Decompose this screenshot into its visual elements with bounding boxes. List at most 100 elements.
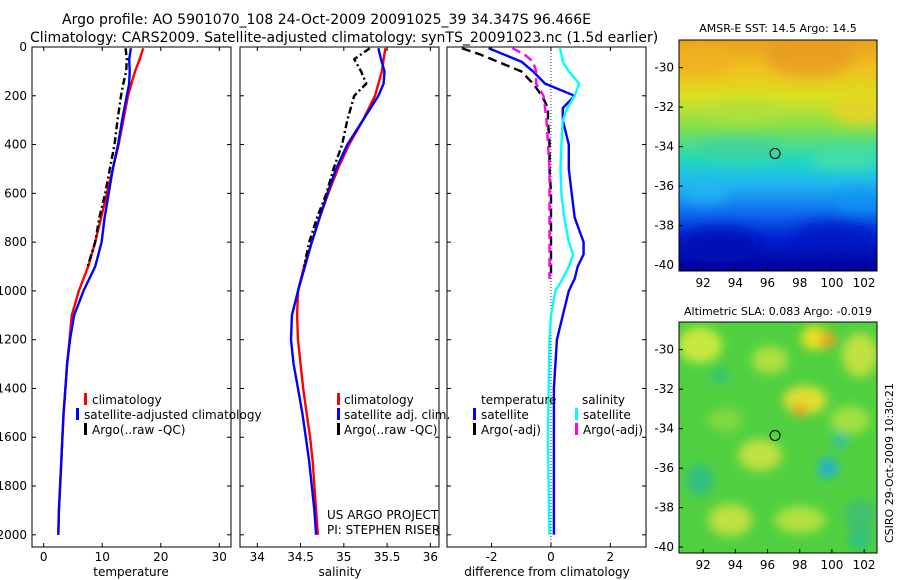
difference-legend: temperature salinity satellite Argo(-adj… bbox=[473, 393, 643, 437]
lat-tick-label: -30 bbox=[654, 343, 674, 357]
argo-location-marker bbox=[769, 429, 781, 441]
lon-tick-label: 98 bbox=[792, 558, 807, 572]
y-tick-label: 1600 bbox=[0, 430, 27, 444]
legend-swatch-sal-argo bbox=[575, 423, 578, 435]
legend-label-sal-argo: Argo(-adj) bbox=[583, 423, 643, 437]
x-tick-label: 2 bbox=[607, 550, 615, 564]
lat-tick-label: -36 bbox=[654, 179, 674, 193]
x-tick-label: 10 bbox=[95, 550, 110, 564]
lon-tick-label: 96 bbox=[760, 276, 775, 290]
legend-title-salinity: salinity bbox=[582, 393, 625, 407]
x-tick-label: 0 bbox=[40, 550, 48, 564]
difference-xlabel: difference from climatology bbox=[464, 565, 630, 579]
lat-tick-label: -38 bbox=[654, 219, 674, 233]
sst-map-panel: AMSR-E SST: 14.5 Argo: 14.5 92 94 96 98 100 1… bbox=[654, 22, 878, 290]
difference-y-ticks bbox=[447, 46, 646, 536]
sst-lon-axis: 92 94 96 98 100 102 bbox=[696, 267, 876, 290]
series-line-climatology bbox=[57, 47, 145, 535]
pi-credit: PI: STEPHEN RISER bbox=[327, 523, 440, 537]
lon-tick-label: 98 bbox=[792, 276, 807, 290]
lat-tick-label: -40 bbox=[654, 540, 674, 554]
lat-tick-label: -36 bbox=[654, 461, 674, 475]
temperature-x-axis: 0 10 20 30 bbox=[40, 47, 227, 564]
sla-lon-axis: 92 94 96 98 100 102 bbox=[696, 549, 876, 572]
x-tick-label: 30 bbox=[212, 550, 227, 564]
x-tick-label: 20 bbox=[153, 550, 168, 564]
series-line-satellite-adj-clim- bbox=[289, 47, 386, 535]
header-line-1: Argo profile: AO 5901070_108 24-Oct-2009… bbox=[62, 12, 591, 28]
salinity-legend: climatology satellite adj. clim. Argo(..… bbox=[337, 393, 450, 437]
lat-tick-label: -34 bbox=[654, 140, 674, 154]
salinity-x-axis: 34 34.5 35 35.5 36 bbox=[250, 47, 438, 564]
temperature-xlabel: temperature bbox=[93, 565, 168, 579]
series-line-salinity-argo-adj- bbox=[511, 47, 551, 279]
series-line-argo-raw-qc- bbox=[302, 47, 371, 267]
y-tick-label: 400 bbox=[4, 138, 27, 152]
lon-tick-label: 94 bbox=[728, 276, 743, 290]
header-line-2: Climatology: CARS2009. Satellite-adjuste… bbox=[30, 30, 658, 46]
difference-panel: -2 0 2 difference from climatology tempera… bbox=[446, 46, 647, 579]
csiro-timestamp: CSIRO 29-Oct-2009 10:30:21 bbox=[883, 383, 896, 543]
argo-location-marker bbox=[769, 147, 781, 159]
salinity-axes-box bbox=[239, 46, 440, 548]
lon-tick-label: 96 bbox=[760, 558, 775, 572]
x-tick-label: 0 bbox=[547, 550, 555, 564]
legend-label-climatology: climatology bbox=[92, 393, 162, 407]
series-line-temperature-satellite bbox=[488, 47, 585, 535]
salinity-y-ticks bbox=[240, 46, 439, 536]
x-tick-label: 36 bbox=[423, 550, 438, 564]
legend-label-sal-satellite: satellite bbox=[583, 408, 631, 422]
salinity-xlabel: salinity bbox=[318, 565, 361, 579]
series-line-temperature-argo-adj- bbox=[461, 47, 553, 279]
legend-swatch-satellite-adjusted bbox=[76, 408, 79, 420]
sla-map-panel: Altimetric SLA: 0.083 Argo: -0.019 bbox=[654, 305, 878, 572]
lon-tick-label: 94 bbox=[728, 558, 743, 572]
sst-lat-axis: -30 -32 -34 -36 -38 -40 bbox=[654, 61, 683, 272]
x-tick-label: -2 bbox=[486, 550, 498, 564]
lat-tick-label: -32 bbox=[654, 100, 674, 114]
sla-map-title: Altimetric SLA: 0.083 Argo: -0.019 bbox=[684, 305, 872, 318]
salinity-panel: 34 34.5 35 35.5 36 salinity climatology sate… bbox=[239, 46, 450, 579]
legend-title-temperature: temperature bbox=[481, 393, 556, 407]
lat-tick-label: -34 bbox=[654, 422, 674, 436]
x-tick-label: 34.5 bbox=[287, 550, 314, 564]
lat-tick-label: -38 bbox=[654, 501, 674, 515]
sla-field bbox=[679, 322, 877, 553]
difference-axes-box bbox=[446, 46, 647, 548]
y-tick-label: 800 bbox=[4, 235, 27, 249]
salinity-series bbox=[289, 47, 387, 535]
y-tick-label: 1800 bbox=[0, 479, 27, 493]
difference-series bbox=[461, 47, 585, 535]
lon-tick-label: 92 bbox=[696, 558, 711, 572]
legend-swatch-argo bbox=[84, 423, 87, 435]
y-tick-label: 1400 bbox=[0, 381, 27, 395]
sst-field bbox=[679, 40, 877, 271]
x-tick-label: 35.5 bbox=[374, 550, 401, 564]
y-tick-label: 1000 bbox=[0, 284, 27, 298]
temperature-legend: climatology satellite-adjusted climatolo… bbox=[76, 393, 262, 437]
project-credit: US ARGO PROJECT bbox=[327, 508, 439, 522]
y-tick-label: 200 bbox=[4, 89, 27, 103]
legend-swatch-sal-satellite bbox=[575, 408, 578, 420]
lat-tick-label: -32 bbox=[654, 382, 674, 396]
legend-label-argo: Argo(..raw -QC) bbox=[92, 423, 185, 437]
lon-tick-label: 92 bbox=[696, 276, 711, 290]
legend-swatch-climatology bbox=[84, 393, 87, 405]
legend-label-temp-argo: Argo(-adj) bbox=[481, 423, 541, 437]
lat-tick-label: -40 bbox=[654, 258, 674, 272]
legend-swatch-argo bbox=[337, 423, 340, 435]
legend-swatch-satellite-adj bbox=[337, 408, 340, 420]
temperature-series bbox=[57, 47, 145, 535]
lat-tick-label: -30 bbox=[654, 61, 674, 75]
lon-tick-label: 102 bbox=[853, 558, 876, 572]
temperature-panel: 0 200 400 600 800 1000 1200 1400 1600 1800 2000 0 1… bbox=[0, 40, 262, 579]
legend-label-satellite-adjusted: satellite-adjusted climatology bbox=[84, 408, 262, 422]
sst-map-frame bbox=[678, 39, 878, 272]
difference-x-axis: -2 0 2 bbox=[486, 47, 615, 564]
sst-map-title: AMSR-E SST: 14.5 Argo: 14.5 bbox=[699, 22, 857, 35]
temperature-axes-box bbox=[31, 46, 232, 548]
sla-map-frame bbox=[678, 321, 878, 554]
y-tick-label: 600 bbox=[4, 186, 27, 200]
legend-swatch-temp-satellite bbox=[473, 408, 476, 420]
